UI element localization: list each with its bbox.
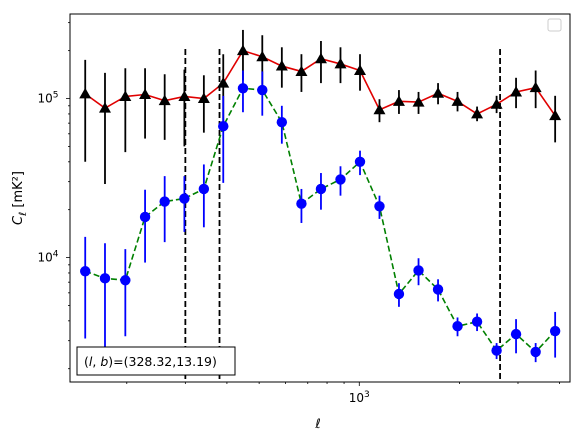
series-1-point [374,201,385,212]
annot-b: b [100,354,108,369]
y-tick-label: 105 [37,91,58,106]
ticks: 103 104 105 [37,22,560,405]
series-0-point [354,64,367,76]
series-layer [79,29,562,363]
series-1-point [471,316,483,327]
series-0-point [139,88,152,99]
series-1-point [99,273,111,284]
annotation-text: (l, b)=(328.32,13.19) [84,354,217,369]
ylabel-units: [mK²] [11,171,26,212]
series-1-point [510,328,522,340]
ylabel-subscript: ℓ [18,212,29,216]
series-1-point [491,345,502,356]
series-0-point [275,60,288,71]
series-1-point [257,84,268,96]
legend-box [547,18,562,32]
ylabel-symbol: C [11,215,26,225]
series-1-point [296,198,307,209]
series-0-point [529,81,542,93]
series-0-point [314,52,327,64]
series-0-point [432,87,445,98]
series-0-point [217,77,230,88]
series-1-point [354,156,366,168]
x-axis-label: ℓ [314,417,320,432]
series-0-point [98,102,111,113]
series-0-point [197,92,210,104]
series-0-point [471,107,484,119]
series-1-point [179,193,190,204]
y-tick-label: 104 [37,250,58,265]
series-0-point [334,57,347,69]
series-1-point [198,183,210,195]
series-0-point [412,96,425,107]
series-1-point [452,321,463,332]
series-1-point [237,83,249,94]
annotation-box: (l, b)=(328.32,13.19) [76,346,236,376]
series-0-point [178,90,191,101]
series-1-point [335,174,346,185]
y-axis-label: Cℓ [mK²] [11,171,29,225]
series-1-point [413,265,424,276]
series-1 [80,70,561,363]
series-1-point [276,116,288,128]
annot-comma: , [92,354,100,369]
series-0-point [392,95,405,106]
series-1-point [139,211,151,223]
series-0-point [510,85,523,97]
series-0-point [158,94,171,106]
series-0-point [119,90,132,101]
series-1-point [549,325,561,337]
axes [69,13,571,383]
series-1-point [393,288,405,300]
annot-open: ( [84,354,89,369]
annot-l: l [89,354,93,369]
series-0-point [79,87,92,99]
series-0-point [451,95,464,106]
series-0-point [373,103,386,115]
series-1-point [315,183,327,195]
series-0-point [549,109,562,121]
plot-frame [69,13,571,383]
x-tick-label: 103 [349,390,370,405]
series-0-point [236,44,249,56]
series-0-point [295,65,308,76]
series-1-point [218,120,229,132]
series-0-point [256,50,269,62]
series-1-point [159,196,170,207]
annot-value: )=(328.32,13.19) [108,354,217,369]
series-1-point [530,346,541,358]
series-1-point [80,266,91,277]
series-1-point [432,284,444,295]
series-0-point [490,98,503,109]
series-1-point [120,275,131,286]
